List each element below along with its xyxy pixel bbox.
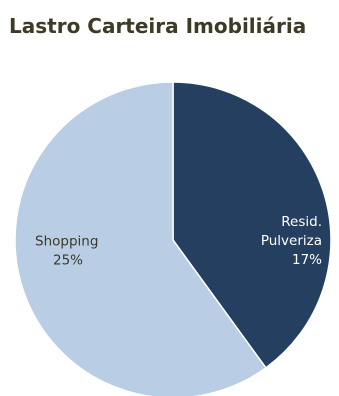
slice-name-label: Resid. [281, 214, 322, 230]
slice-name-label: Pulveriza [261, 233, 322, 249]
pie-slice-label-1: Shopping 25% [35, 234, 98, 269]
slice-name-label: Shopping [35, 234, 98, 250]
chart-title: Lastro Carteira Imobiliária [9, 14, 307, 38]
pie-slice-0 [172, 81, 332, 369]
pie-slice-1 [14, 81, 267, 396]
pie-slice-label-0: Resid. Pulveriza 17% [261, 214, 322, 268]
pie-slices [14, 81, 332, 396]
pie-labels: Resid. Pulveriza 17% Shopping 25% [35, 214, 322, 269]
slice-value-label: 25% [53, 253, 83, 269]
slice-value-label: 17% [292, 252, 322, 268]
